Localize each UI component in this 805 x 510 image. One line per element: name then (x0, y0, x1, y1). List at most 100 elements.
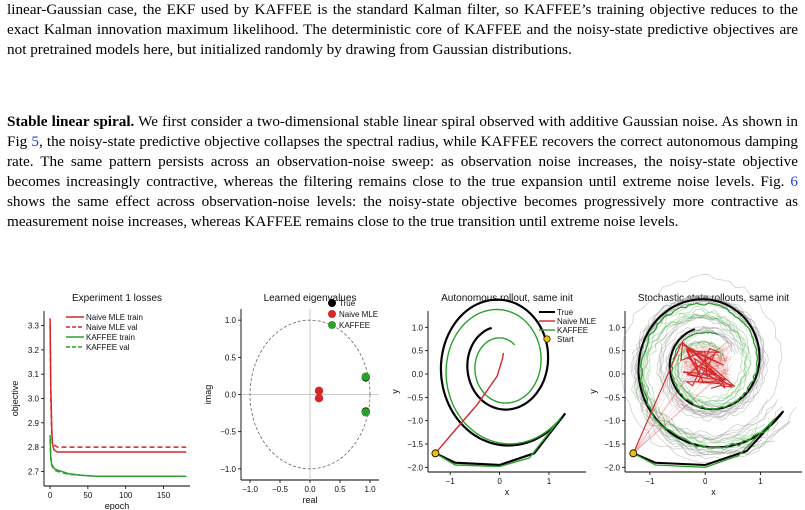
y-axis-label: y (588, 389, 598, 394)
x-axis-label: x (505, 487, 510, 497)
x-tick-label: 1 (547, 477, 552, 486)
rollout-sample-grey (634, 300, 761, 451)
chart-title: Experiment 1 losses (72, 293, 162, 304)
eigenvalue-point (314, 386, 324, 395)
x-tick-label: 100 (119, 491, 133, 500)
x-tick-label: −0.5 (272, 485, 288, 494)
chart-eigenvalues-svg: −1.0 −0.5 0.0 0.5 1.0 −1.0 −0.5 0.0 0.5 1.0 Learne… (203, 293, 379, 505)
legend-label: Naive MLE (557, 317, 596, 326)
y-tick-label: 1.0 (609, 323, 621, 332)
chart-title: Autonomous rollout, same init (441, 293, 573, 304)
paragraph-text-c: shows the same effect across observation… (7, 193, 798, 230)
rollout-sample-green (634, 306, 761, 456)
y-tick-label: 2.7 (28, 467, 40, 476)
y-tick-label: 0.0 (225, 391, 237, 400)
series-line-2 (49, 434, 187, 478)
chart-eigenvalues: −1.0 −0.5 0.0 0.5 1.0 −1.0 −0.5 0.0 0.5 1.0 Learne… (195, 292, 388, 510)
legend-swatch (328, 299, 336, 307)
unit-circle (249, 319, 371, 470)
legend-swatch (328, 310, 336, 318)
x-tick-label: 0 (497, 477, 502, 486)
rollout-sample-grey (635, 296, 769, 441)
rollout-sample-red (633, 344, 733, 454)
figure-ref-5[interactable]: 5 (31, 133, 39, 150)
x-tick-label: 0.0 (304, 485, 316, 494)
legend-label: KAFFEE (339, 321, 370, 330)
rollout-sample-grey (638, 295, 777, 441)
y-tick-label: −1.5 (407, 440, 423, 449)
rollout-sample-grey (640, 295, 779, 439)
rollout-naive-mle (434, 352, 505, 454)
legend-label: Naive MLE train (86, 313, 143, 322)
paragraph-lead: Stable linear spiral. (7, 113, 135, 130)
x-tick-label: 0.5 (334, 485, 346, 494)
chart-losses-svg: 0 50 100 150 2.7 2.8 2.9 3.0 3.1 3.2 3.3 Experiment… (10, 293, 190, 510)
series-line-0 (49, 318, 187, 453)
y-tick-label: 1.0 (225, 316, 237, 325)
y-tick-label: 3.1 (28, 370, 40, 379)
legend-swatch (328, 321, 336, 329)
x-tick-label: 1 (758, 477, 763, 486)
paragraph-intro: linear-Gaussian case, the EKF used by KA… (7, 0, 798, 60)
paragraph-intro-text: linear-Gaussian case, the EKF used by KA… (7, 1, 798, 58)
y-tick-label: −2.0 (604, 463, 620, 472)
y-tick-label: 0.0 (609, 370, 621, 379)
chart-title: Learned eigenvalues (264, 293, 357, 304)
x-tick-label: −1.0 (242, 485, 258, 494)
y-axis-label: y (390, 389, 400, 394)
x-tick-label: 50 (83, 491, 92, 500)
legend-swatch (543, 335, 551, 343)
y-tick-label: 3.3 (28, 322, 40, 331)
rollout-true (632, 298, 785, 467)
start-point (629, 449, 638, 458)
y-tick-label: −2.0 (407, 463, 423, 472)
legend-label: Start (557, 335, 575, 344)
paragraph-text-b: , the noisy-state predictive objective c… (7, 133, 798, 190)
chart-title: Stochastic state rollouts, same init (638, 293, 789, 304)
rollout-naive-mle (632, 340, 735, 454)
y-tick-label: 0.5 (609, 347, 621, 356)
y-axis-label: objective (10, 381, 20, 417)
y-tick-label: 0.5 (412, 347, 424, 356)
legend-label: True (557, 308, 574, 317)
y-tick-label: −1.0 (407, 417, 423, 426)
rollout-sample-green (643, 313, 748, 444)
x-axis-label: epoch (105, 501, 130, 510)
legend-label: Naive MLE (339, 310, 378, 319)
rollout-sample-red (633, 341, 733, 454)
y-tick-label: −0.5 (407, 393, 423, 402)
legend-label: Naive MLE val (86, 323, 138, 332)
legend-label: KAFFEE val (86, 343, 130, 352)
paragraph-text-a: We first consider a two-dimensional stab… (7, 113, 798, 150)
chart-losses: 0 50 100 150 2.7 2.8 2.9 3.0 3.1 3.2 3.3 Experiment… (0, 292, 195, 510)
eigenvalue-point (361, 408, 370, 417)
y-tick-label: 0.5 (225, 353, 237, 362)
chart-stochastic-rollouts-svg: −1 0 1 −2.0 −1.5 −1.0 −0.5 0.0 0.5 1.0 Stochastic … (588, 273, 802, 497)
chart-autonomous-rollout-svg: −1 0 1 −2.0 −1.5 −1.0 −0.5 0.0 0.5 1.0 Autonomous … (390, 293, 596, 497)
y-tick-label: −0.5 (604, 393, 620, 402)
x-tick-label: 150 (157, 491, 171, 500)
x-tick-label: −1 (446, 477, 456, 486)
legend-label: KAFFEE train (86, 333, 135, 342)
y-tick-label: −1.0 (604, 417, 620, 426)
series-line-1 (49, 325, 187, 448)
y-tick-label: 3.0 (28, 395, 40, 404)
eigenvalue-point (314, 394, 324, 403)
y-tick-label: 0.0 (412, 370, 424, 379)
rollout-sample-grey (633, 300, 783, 451)
start-point (431, 449, 440, 458)
y-tick-label: 3.2 (28, 346, 40, 355)
y-tick-label: −0.5 (220, 428, 236, 437)
figure-ref-6[interactable]: 6 (790, 173, 798, 190)
series-line-3 (49, 439, 187, 478)
y-tick-label: 1.0 (412, 323, 424, 332)
x-tick-label: 1.0 (364, 485, 376, 494)
y-tick-label: −1.5 (604, 440, 620, 449)
x-tick-label: 0 (703, 477, 708, 486)
x-axis-label: x (711, 487, 716, 497)
x-tick-label: −1 (645, 477, 655, 486)
y-tick-label: 2.8 (28, 443, 40, 452)
legend-label: True (339, 299, 356, 308)
rollout-true (434, 298, 567, 467)
rollout-sample-green (641, 313, 748, 450)
